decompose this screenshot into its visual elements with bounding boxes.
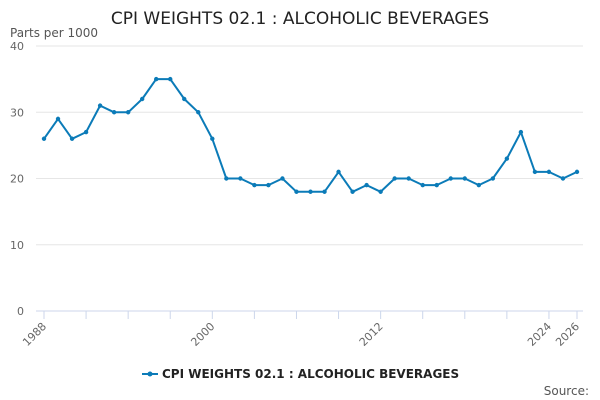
data-point[interactable] [392,176,397,181]
data-point[interactable] [125,110,131,115]
data-point[interactable] [97,103,103,108]
data-point[interactable] [532,169,538,175]
gridlines [36,45,583,246]
data-point[interactable] [252,182,257,188]
data-point[interactable] [448,176,453,181]
y-tick-label: 40 [10,40,24,53]
data-point[interactable] [182,96,187,102]
y-tick-labels: 0 10 20 30 40 [10,40,24,318]
data-point[interactable] [41,136,47,141]
data-point[interactable] [154,76,159,82]
data-point[interactable] [434,182,439,188]
data-point[interactable] [224,176,229,181]
legend-marker [147,371,153,377]
data-point[interactable] [322,189,327,194]
data-point[interactable] [560,176,566,181]
data-point[interactable] [111,110,117,115]
data-point[interactable] [378,189,383,194]
source-label: Source: [544,384,589,398]
data-point[interactable] [238,176,243,181]
y-tick-label: 0 [17,305,24,318]
data-point[interactable] [350,189,355,194]
data-point[interactable] [420,182,425,188]
data-point[interactable] [83,129,89,135]
series [41,76,580,194]
y-tick-label: 30 [10,106,24,119]
x-tick-label: 2012 [357,320,386,349]
legend-label: CPI WEIGHTS 02.1 : ALCOHOLIC BEVERAGES [162,367,459,381]
data-point[interactable] [336,169,341,175]
data-point[interactable] [490,176,496,181]
data-point[interactable] [168,76,173,82]
data-point[interactable] [266,182,271,188]
data-point[interactable] [280,176,285,181]
x-axis: 1988 2000 2012 2024 2026 [20,310,583,349]
data-point[interactable] [139,96,145,102]
series-line[interactable] [43,78,578,193]
data-point[interactable] [69,136,75,141]
data-point[interactable] [294,189,299,194]
data-point[interactable] [518,129,524,135]
data-point[interactable] [574,169,580,175]
y-tick-label: 10 [10,239,24,252]
data-point[interactable] [462,176,467,181]
x-tick-label: 2024 [525,320,554,349]
y-tick-label: 20 [10,173,24,186]
data-point[interactable] [504,156,510,161]
data-point[interactable] [476,182,482,188]
data-point[interactable] [55,116,61,122]
x-tick-label: 1988 [20,320,49,349]
data-point[interactable] [210,136,215,141]
x-tick-label: 2026 [553,320,582,349]
data-point[interactable] [546,169,552,175]
data-point[interactable] [308,189,313,194]
data-point[interactable] [364,182,369,188]
chart-title: CPI WEIGHTS 02.1 : ALCOHOLIC BEVERAGES [111,9,489,29]
x-tick-label: 2000 [188,320,217,349]
data-point[interactable] [196,110,201,115]
data-point[interactable] [406,176,411,181]
legend[interactable]: CPI WEIGHTS 02.1 : ALCOHOLIC BEVERAGES [142,367,459,381]
y-axis-label: Parts per 1000 [10,26,98,40]
